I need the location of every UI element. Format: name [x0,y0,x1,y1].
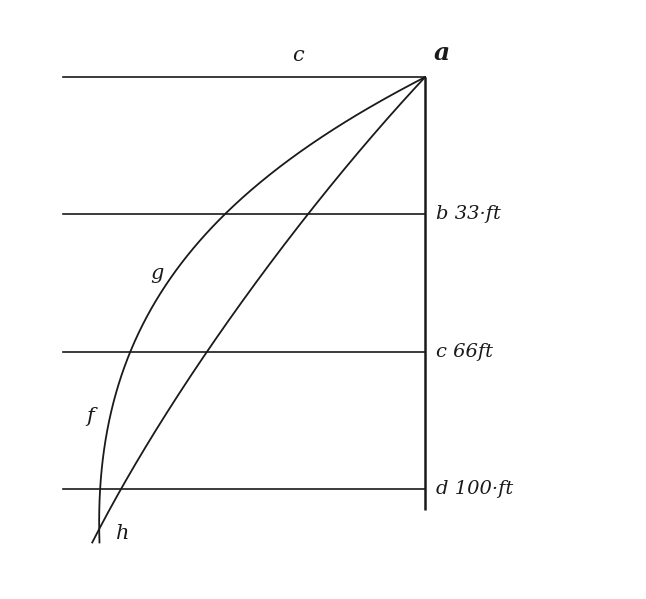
Text: c 66ft: c 66ft [436,343,493,361]
Text: f: f [87,407,94,426]
Text: d 100·ft: d 100·ft [436,480,513,498]
Text: h: h [116,524,129,543]
Text: c: c [293,46,304,65]
Text: b 33·ft: b 33·ft [436,205,501,223]
Text: a: a [434,41,450,65]
Text: g: g [150,264,163,283]
